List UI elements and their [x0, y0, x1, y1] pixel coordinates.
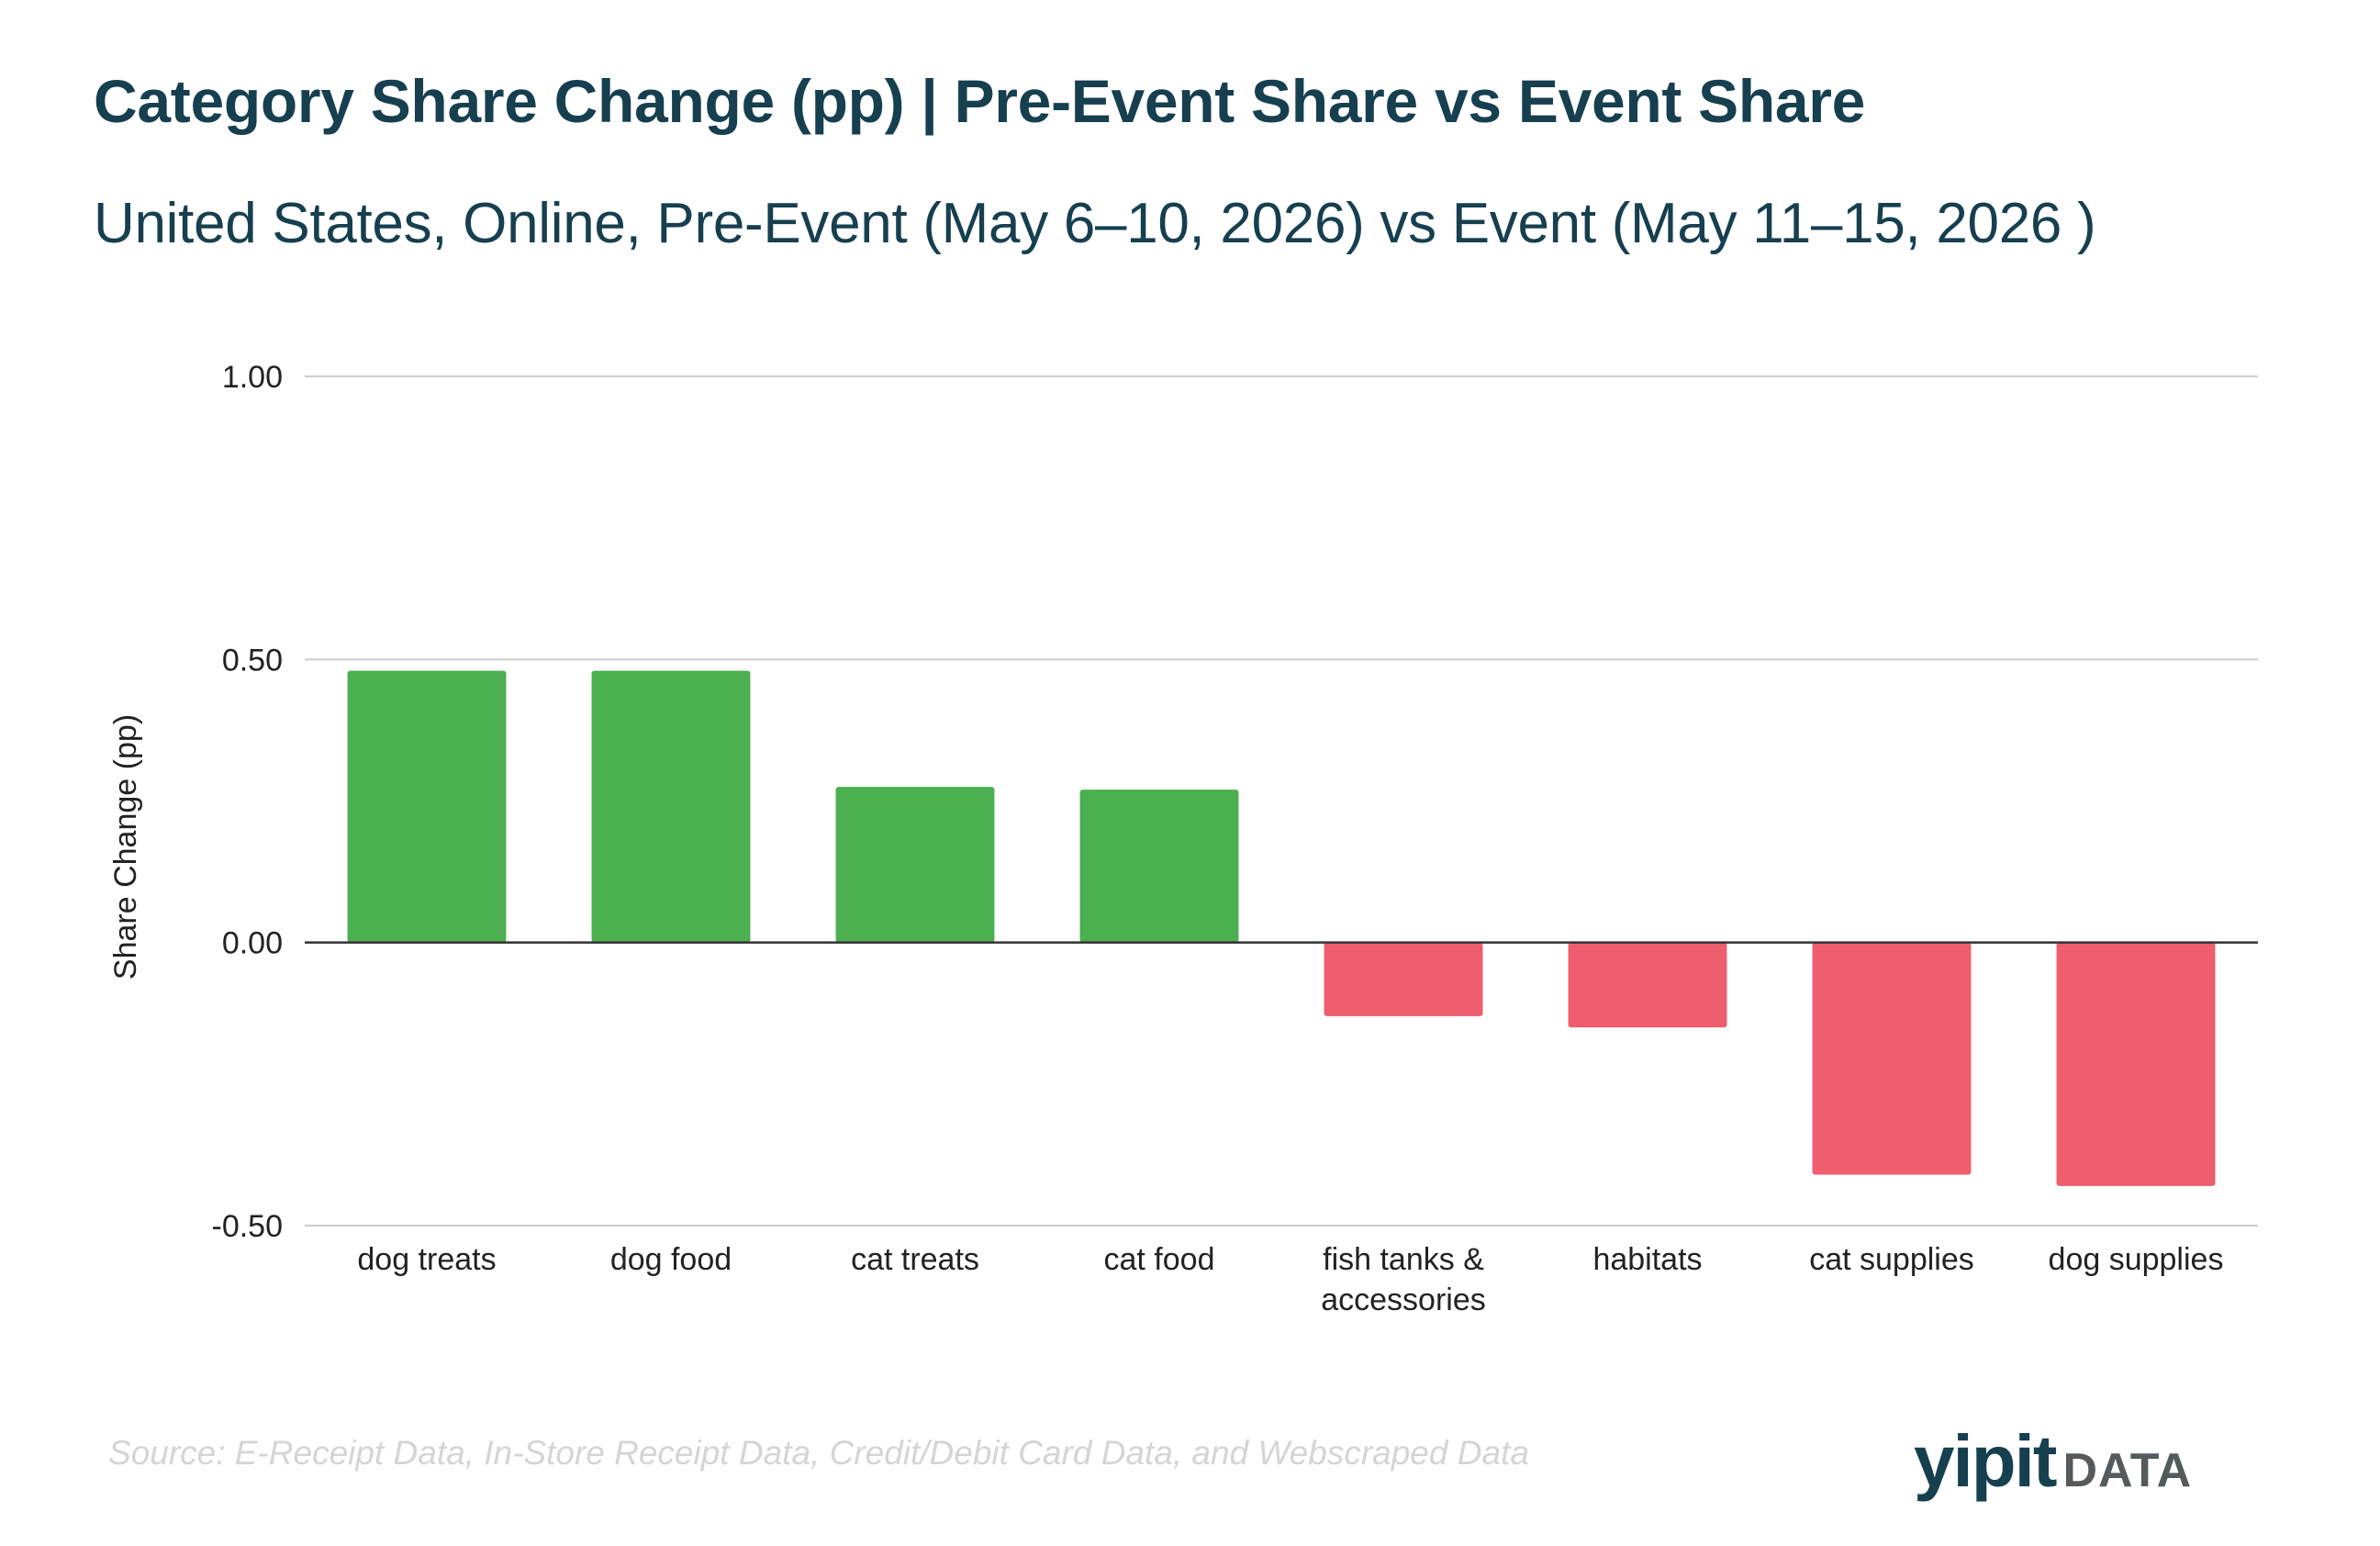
x-axis-ticks: dog treats dog food cat treats cat food fish… — [357, 1242, 2223, 1317]
x-tick-label: cat treats — [851, 1242, 979, 1277]
chart-subtitle: United States, Online, Pre-Event (May 6–… — [94, 192, 2096, 255]
y-tick-label: 1.00 — [222, 360, 283, 395]
bar — [835, 787, 995, 943]
gridlines — [305, 375, 2258, 1227]
x-tick-label: cat supplies — [1809, 1242, 1974, 1277]
bars — [347, 670, 2216, 1186]
bar — [1324, 942, 1483, 1016]
bar — [591, 670, 751, 943]
y-tick-label: 0.50 — [222, 643, 283, 678]
bar — [1568, 942, 1727, 1028]
chart-title: Category Share Change (pp) | Pre-Event S… — [94, 67, 1866, 135]
y-axis-label: Share Change (pp) — [108, 714, 143, 980]
y-axis-ticks: 1.00 0.50 0.00 -0.50 — [212, 360, 284, 1244]
x-tick-label: fish tanks & accessories — [1321, 1242, 1486, 1317]
bar — [1812, 942, 1972, 1175]
bar — [1079, 790, 1239, 943]
logo-suffix: DATA — [2062, 1444, 2193, 1497]
y-tick-label: -0.50 — [212, 1209, 284, 1244]
logo-wordmark: yipit — [1914, 1420, 2057, 1502]
bar — [2056, 942, 2216, 1186]
y-tick-label: 0.00 — [222, 926, 283, 961]
yipit-data-logo: yipit DATA — [1914, 1419, 2192, 1504]
x-tick-label: cat food — [1104, 1242, 1215, 1277]
bar — [347, 670, 507, 943]
x-tick-label: habitats — [1592, 1242, 1702, 1277]
source-note: Source: E-Receipt Data, In-Store Receipt… — [108, 1434, 1529, 1472]
x-tick-label: dog treats — [357, 1242, 496, 1277]
x-tick-label: dog food — [610, 1242, 732, 1277]
x-tick-label: dog supplies — [2049, 1242, 2224, 1277]
